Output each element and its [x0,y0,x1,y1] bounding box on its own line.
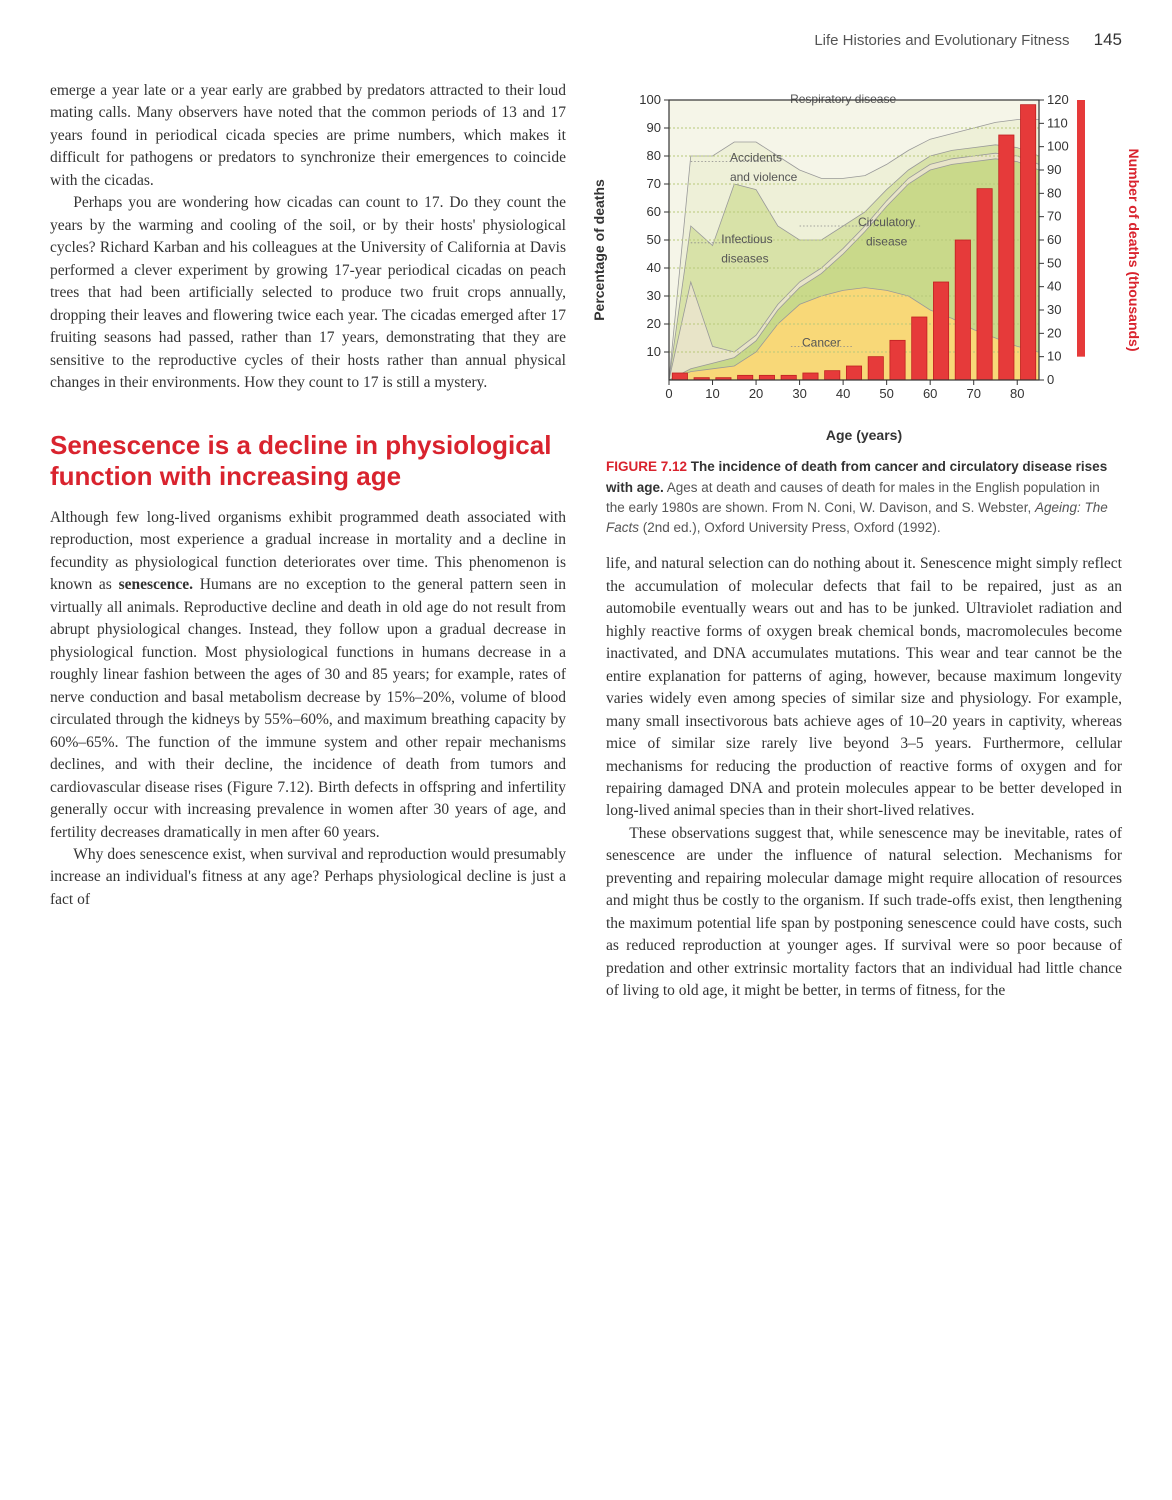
svg-text:40: 40 [1047,279,1061,294]
bold-term: senescence. [119,576,193,593]
paragraph: emerge a year late or a year early are g… [50,80,566,192]
svg-text:Respiratory disease: Respiratory disease [790,92,896,106]
chart-container: Percentage of deaths Number of deaths (t… [609,80,1119,420]
svg-text:70: 70 [1047,209,1061,224]
running-header: Life Histories and Evolutionary Fitness … [50,30,1122,50]
svg-text:Infectious: Infectious [721,232,772,246]
svg-text:Cancer: Cancer [802,335,841,349]
y-axis-left-label: Percentage of deaths [589,179,609,321]
two-column-layout: emerge a year late or a year early are g… [50,80,1122,1003]
y-axis-right-label: Number of deaths (thousands) [1124,148,1144,351]
svg-text:10: 10 [647,344,661,359]
svg-text:and violence: and violence [730,170,798,184]
svg-text:50: 50 [879,386,893,401]
paragraph: Perhaps you are wondering how cicadas ca… [50,192,566,394]
svg-text:diseases: diseases [721,251,768,265]
right-column: Percentage of deaths Number of deaths (t… [606,80,1122,1003]
paragraph: Although few long-lived organisms exhibi… [50,507,566,844]
svg-text:disease: disease [866,235,908,249]
svg-text:40: 40 [647,260,661,275]
left-column: emerge a year late or a year early are g… [50,80,566,1003]
svg-text:40: 40 [836,386,850,401]
text-run: Humans are no exception to the general p… [50,576,566,840]
svg-text:20: 20 [1047,325,1061,340]
paragraph: These observations suggest that, while s… [606,823,1122,1003]
svg-text:30: 30 [1047,302,1061,317]
svg-text:80: 80 [1047,185,1061,200]
svg-text:60: 60 [923,386,937,401]
svg-text:100: 100 [639,92,661,107]
svg-text:0: 0 [1047,372,1054,387]
running-title: Life Histories and Evolutionary Fitness [814,32,1069,49]
svg-text:100: 100 [1047,139,1069,154]
svg-text:50: 50 [1047,255,1061,270]
svg-text:10: 10 [1047,349,1061,364]
svg-text:90: 90 [1047,162,1061,177]
svg-text:80: 80 [1010,386,1024,401]
svg-text:Circulatory: Circulatory [858,215,915,229]
svg-text:20: 20 [749,386,763,401]
caption-text: Ages at death and causes of death for ma… [606,480,1100,515]
svg-text:50: 50 [647,232,661,247]
svg-text:90: 90 [647,120,661,135]
svg-text:60: 60 [1047,232,1061,247]
svg-text:10: 10 [705,386,719,401]
svg-text:All other diseases: All other diseases [839,80,934,81]
figure-7-12: Percentage of deaths Number of deaths (t… [606,80,1122,538]
svg-text:60: 60 [647,204,661,219]
figure-caption: FIGURE 7.12 The incidence of death from … [606,457,1122,538]
caption-text: (2nd ed.), Oxford University Press, Oxfo… [639,520,941,535]
chart-svg: All other diseases Respiratory disease Acc… [609,80,1119,420]
svg-text:120: 120 [1047,92,1069,107]
svg-text:110: 110 [1047,115,1068,130]
x-axis-label: Age (years) [606,425,1122,445]
paragraph: life, and natural selection can do nothi… [606,553,1122,823]
svg-text:0: 0 [665,386,672,401]
svg-text:80: 80 [647,148,661,163]
section-heading: Senescence is a decline in physiological… [50,430,566,492]
page-number: 145 [1094,30,1122,49]
svg-text:30: 30 [647,288,661,303]
svg-text:Accidents: Accidents [730,151,782,165]
svg-text:70: 70 [647,176,661,191]
svg-text:70: 70 [966,386,980,401]
paragraph: Why does senescence exist, when survival… [50,844,566,911]
svg-text:30: 30 [792,386,806,401]
figure-label: FIGURE 7.12 [606,459,687,474]
svg-text:20: 20 [647,316,661,331]
